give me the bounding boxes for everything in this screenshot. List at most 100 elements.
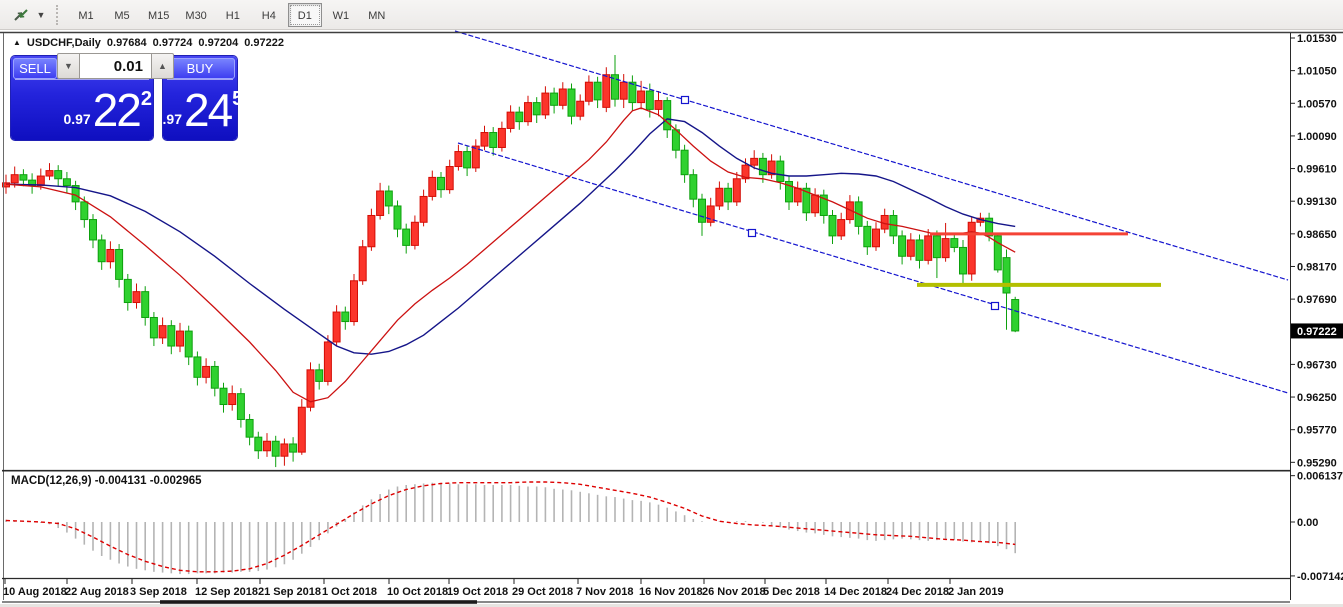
candle[interactable]	[428, 170, 437, 201]
candle[interactable]	[898, 230, 907, 265]
candle[interactable]	[437, 171, 445, 198]
candle[interactable]	[924, 229, 933, 265]
candle[interactable]	[471, 139, 480, 172]
channel-anchor-handle[interactable]	[747, 228, 757, 238]
candle[interactable]	[906, 233, 915, 261]
candle[interactable]	[637, 80, 646, 110]
buy-price[interactable]: 0.97 24 5	[155, 80, 244, 140]
candle[interactable]	[167, 320, 176, 355]
candle[interactable]	[576, 94, 585, 121]
candle[interactable]	[141, 286, 150, 326]
candle[interactable]	[219, 382, 228, 413]
candle[interactable]	[932, 230, 941, 279]
candle[interactable]	[54, 165, 63, 187]
candle[interactable]	[619, 74, 628, 109]
timeframe-button-W1[interactable]: W1	[332, 9, 350, 22]
buy-button[interactable]: BUY	[165, 58, 235, 79]
candle[interactable]	[28, 173, 37, 194]
candle[interactable]	[506, 105, 515, 133]
candle[interactable]	[19, 169, 28, 187]
candle[interactable]	[271, 435, 280, 468]
candle[interactable]	[254, 431, 263, 459]
candle[interactable]	[158, 317, 167, 344]
candle[interactable]	[689, 169, 698, 208]
candle[interactable]	[524, 95, 532, 126]
candle[interactable]	[89, 214, 97, 249]
candle[interactable]	[785, 176, 793, 211]
candle[interactable]	[489, 127, 498, 156]
candle[interactable]	[123, 273, 132, 311]
timeframe-button-H1[interactable]: H1	[225, 9, 240, 22]
candle[interactable]	[376, 182, 385, 220]
channel-anchor-handle[interactable]	[680, 95, 690, 105]
candle[interactable]	[611, 55, 619, 107]
candle[interactable]	[680, 144, 689, 183]
candle[interactable]	[132, 283, 141, 309]
candle[interactable]	[967, 216, 976, 281]
candle[interactable]	[315, 363, 324, 390]
candle[interactable]	[1002, 249, 1011, 330]
sell-price[interactable]: 0.97 22 2	[11, 80, 153, 140]
candle[interactable]	[663, 97, 672, 138]
candle[interactable]	[654, 91, 663, 117]
candle[interactable]	[915, 234, 924, 269]
candle[interactable]	[236, 388, 245, 428]
candle[interactable]	[410, 215, 419, 250]
candle[interactable]	[323, 335, 332, 386]
candle[interactable]	[724, 182, 733, 211]
timeframe-button-M1[interactable]: M1	[78, 9, 94, 22]
candle[interactable]	[993, 233, 1002, 273]
candle[interactable]	[445, 159, 454, 194]
candle[interactable]	[463, 146, 472, 177]
candle[interactable]	[228, 385, 237, 411]
candle[interactable]	[341, 306, 350, 330]
candle[interactable]	[80, 196, 89, 228]
candle[interactable]	[454, 144, 463, 171]
price-axis[interactable]: 1.01530 1.01050 1.00570 1.00090 0.99610 0.991…	[1290, 33, 1343, 583]
timeframe-button-M5[interactable]: M5	[114, 9, 130, 22]
candle[interactable]	[837, 212, 846, 240]
candle[interactable]	[106, 241, 115, 269]
lot-increase-button[interactable]: ▲	[151, 53, 174, 79]
candle[interactable]	[698, 193, 706, 236]
candle[interactable]	[193, 351, 202, 386]
candle[interactable]	[245, 414, 254, 446]
channel-anchor-handle[interactable]	[990, 301, 1000, 311]
candle[interactable]	[149, 312, 158, 347]
candle[interactable]	[1011, 296, 1020, 333]
chart-mode-icon[interactable]	[8, 4, 34, 26]
candle[interactable]	[263, 433, 271, 457]
timeframe-button-M30[interactable]: M30	[185, 9, 207, 22]
candle[interactable]	[959, 239, 967, 285]
candle[interactable]	[515, 106, 524, 130]
candle[interactable]	[332, 305, 341, 347]
candle[interactable]	[115, 244, 124, 288]
candle[interactable]	[45, 163, 54, 181]
channel-trendline-lower[interactable]	[457, 142, 1289, 394]
candle[interactable]	[750, 150, 759, 170]
candle[interactable]	[567, 83, 576, 125]
candle[interactable]	[863, 220, 872, 255]
candles-layer[interactable]	[2, 55, 1020, 468]
candle[interactable]	[202, 358, 211, 384]
timeframe-button-M15[interactable]: M15	[148, 9, 170, 22]
candle[interactable]	[532, 97, 541, 123]
candle[interactable]	[306, 362, 315, 412]
candle[interactable]	[480, 125, 489, 151]
candle[interactable]	[776, 155, 785, 190]
candle[interactable]	[402, 223, 411, 254]
channel-trendline-upper[interactable]	[454, 30, 1289, 281]
candle[interactable]	[289, 437, 298, 462]
candle[interactable]	[497, 121, 506, 152]
chart-mode-dropdown-icon[interactable]: ▼	[36, 9, 46, 20]
candle[interactable]	[767, 154, 776, 179]
lot-size-input[interactable]	[80, 53, 151, 79]
candle[interactable]	[176, 322, 184, 353]
candle[interactable]	[358, 239, 367, 285]
candle[interactable]	[297, 399, 306, 455]
candle[interactable]	[828, 210, 837, 245]
candle[interactable]	[367, 208, 376, 251]
sell-button[interactable]: SELL	[13, 58, 57, 79]
candle[interactable]	[758, 152, 767, 183]
